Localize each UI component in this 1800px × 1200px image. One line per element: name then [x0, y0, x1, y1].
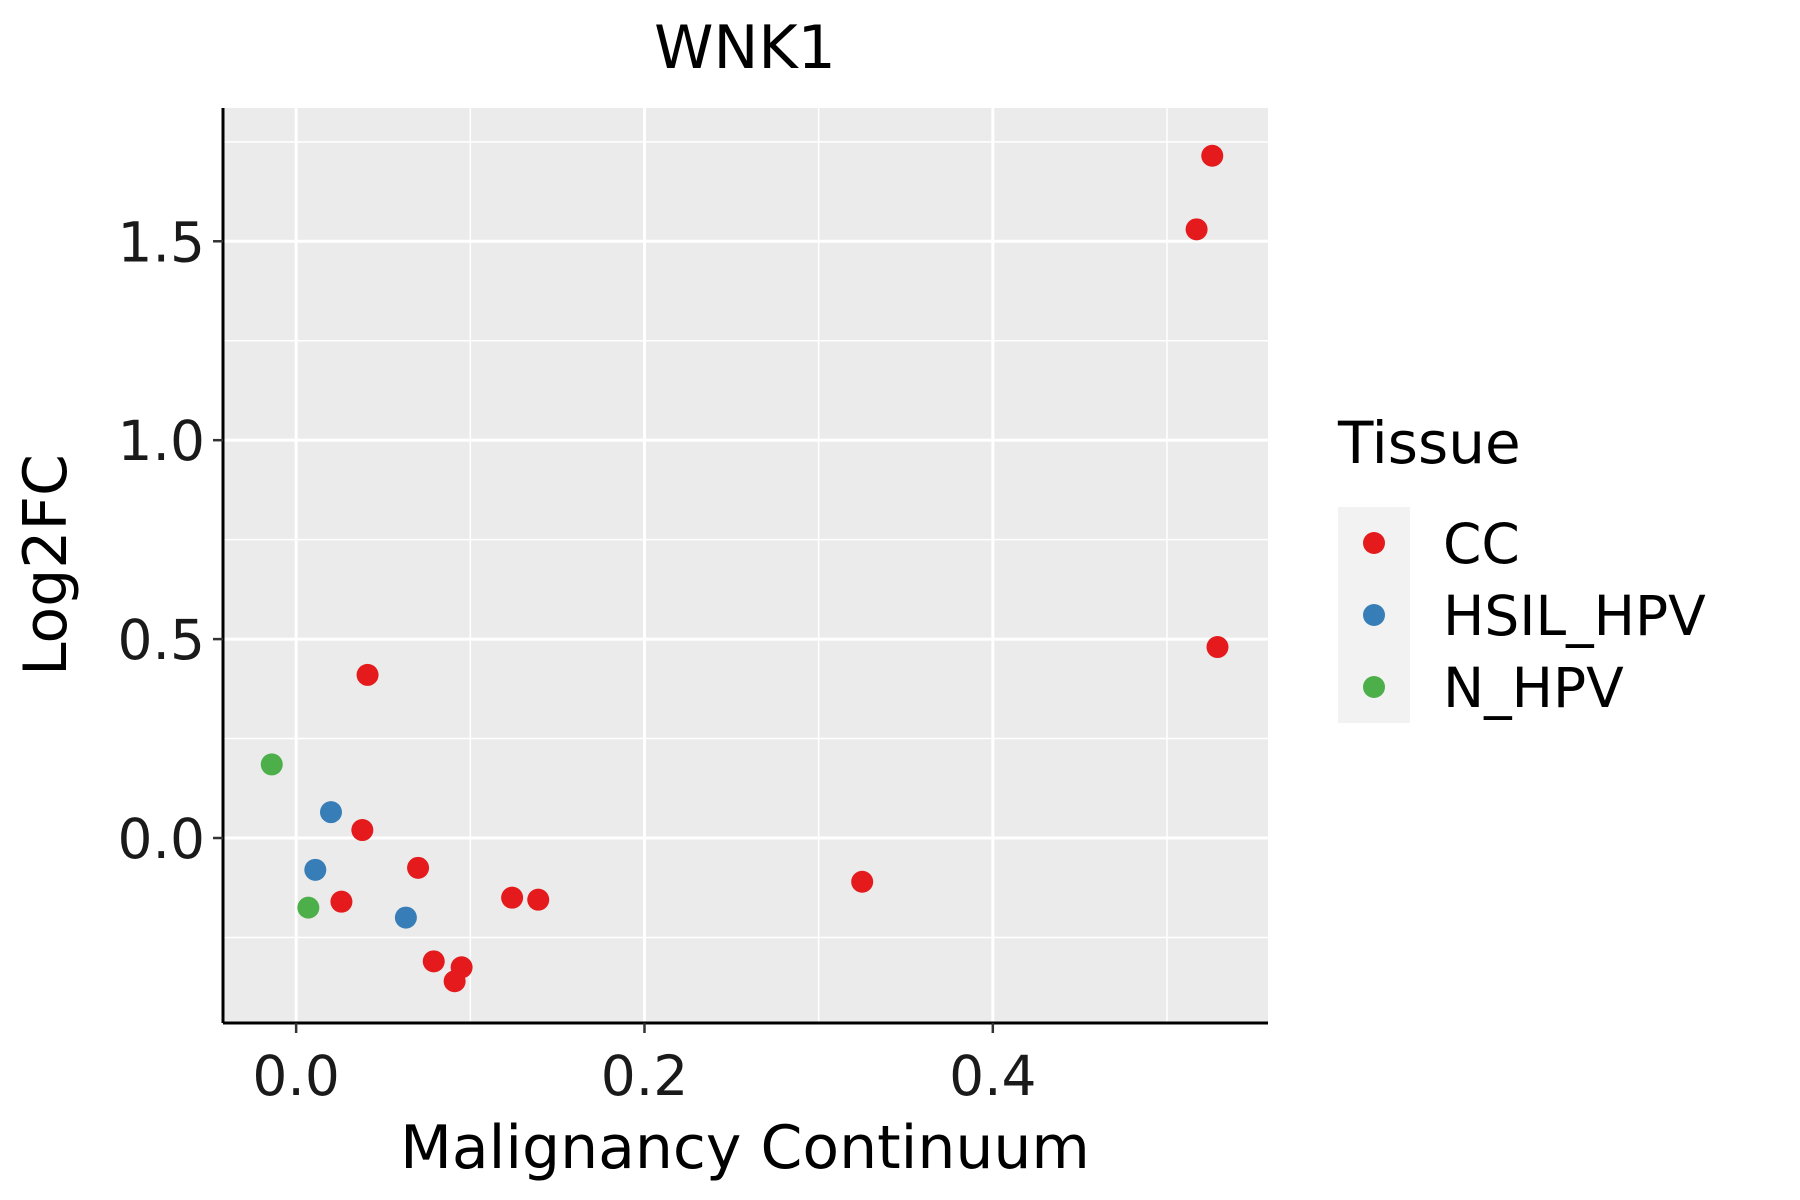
grid-minor	[223, 108, 1268, 1023]
grid-major	[223, 108, 1268, 1023]
data-point-cc	[1185, 218, 1208, 241]
y-tick-label: 0.5	[118, 608, 205, 672]
legend-label-n-hpv: N_HPV	[1443, 656, 1624, 720]
legend: Tissue CC HSIL_HPV N_HPV	[1337, 409, 1706, 723]
data-point-cc	[1206, 636, 1229, 659]
legend-key-n-hpv	[1363, 676, 1385, 698]
data-point-cc	[422, 950, 445, 973]
y-tick-label: 0.0	[118, 807, 205, 871]
legend-key-hsil-hpv	[1363, 604, 1385, 626]
plot-panel	[223, 108, 1268, 1023]
data-point-cc	[443, 970, 466, 993]
x-axis-label: Malignancy Continuum	[400, 1113, 1090, 1183]
legend-key-cc	[1363, 532, 1385, 554]
data-point-cc	[330, 890, 353, 913]
data-point-n-hpv	[260, 753, 283, 776]
data-point-cc	[351, 819, 374, 842]
chart-title: WNK1	[654, 13, 836, 83]
data-point-hsil-hpv	[394, 906, 417, 929]
data-point-hsil-hpv	[319, 801, 342, 824]
x-tick-label: 0.2	[601, 1044, 688, 1108]
y-axis-ticks: 0.0 0.5 1.0 1.5	[118, 210, 223, 871]
data-point-cc	[1201, 144, 1224, 167]
x-tick-label: 0.4	[949, 1044, 1036, 1108]
data-point-hsil-hpv	[304, 858, 327, 881]
data-point-cc	[407, 856, 430, 879]
legend-title: Tissue	[1337, 409, 1521, 477]
data-point-cc	[356, 663, 379, 686]
legend-label-cc: CC	[1443, 512, 1520, 576]
data-point-cc	[501, 886, 524, 909]
data-points	[260, 144, 1229, 993]
legend-label-hsil-hpv: HSIL_HPV	[1443, 584, 1706, 648]
data-point-cc	[851, 870, 874, 893]
x-tick-label: 0.0	[252, 1044, 339, 1108]
data-point-n-hpv	[297, 896, 320, 919]
y-tick-label: 1.5	[118, 210, 205, 274]
x-axis-ticks: 0.0 0.2 0.4	[252, 1023, 1037, 1108]
y-axis-label: Log2FC	[11, 454, 81, 676]
data-point-cc	[527, 888, 550, 911]
y-tick-label: 1.0	[118, 409, 205, 473]
